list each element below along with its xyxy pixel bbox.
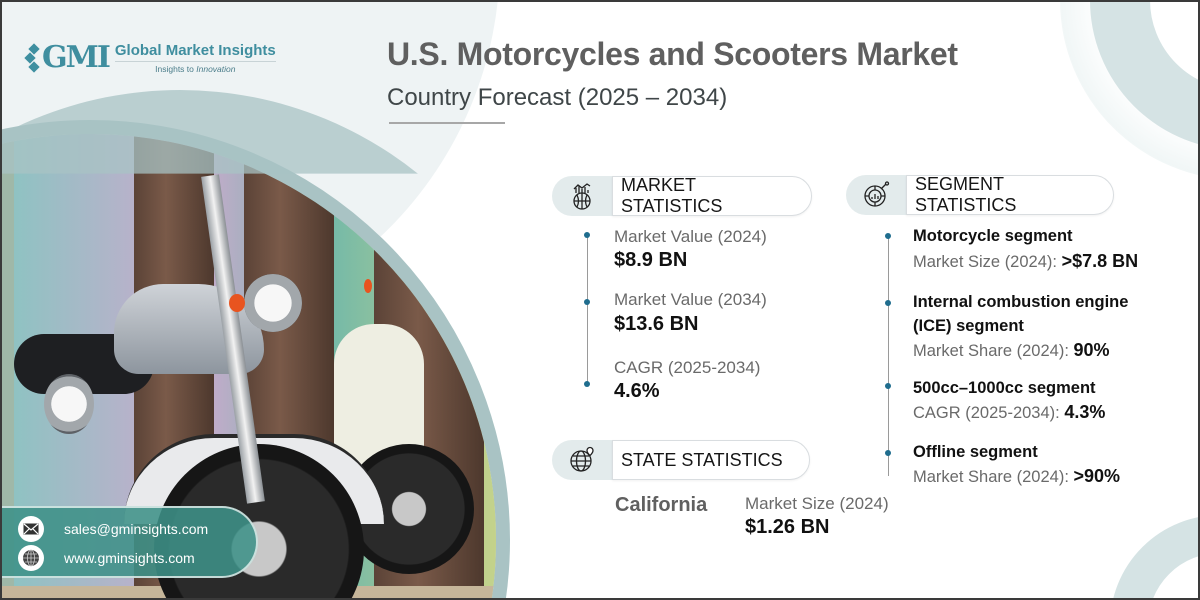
cagr-value: 4.6% [614,380,660,402]
contact-email-text[interactable]: sales@gminsights.com [64,521,209,537]
contact-website[interactable]: www.gminsights.com [18,545,195,571]
title-divider [389,122,505,124]
timeline-dot [885,300,891,306]
globe-pin-icon [552,440,612,480]
timeline-dot [584,232,590,238]
market-value-2024: $8.9 BN [614,249,688,271]
decorative-ring-bottom-right [1110,515,1200,600]
state-name: California [615,494,708,516]
segment-offline-metric: Market Share (2024): >90% [913,466,1121,486]
state-market-size-value: $1.26 BN [745,516,830,538]
market-value-2034-label: Market Value (2034) [614,290,767,309]
segment-ice-title: Internal combustion engine [913,293,1129,311]
globe-chart-icon [552,176,612,216]
segment-ice-title-line2: (ICE) segment [913,317,1024,335]
market-value-2024-label: Market Value (2024) [614,227,767,246]
state-statistics-title: STATE STATISTICS [612,440,810,480]
market-value-2034: $13.6 BN [614,313,699,335]
timeline-dot [885,450,891,456]
pie-chart-target-icon [846,175,906,215]
contact-website-text[interactable]: www.gminsights.com [64,550,195,566]
cagr-label: CAGR (2025-2034) [614,358,761,377]
page-subtitle: Country Forecast (2025 – 2034) [387,84,728,111]
contact-email[interactable]: sales@gminsights.com [18,516,208,542]
state-market-size-label: Market Size (2024) [745,494,889,513]
market-timeline [587,235,588,385]
contact-panel: sales@gminsights.com www.gminsights.com [0,506,258,578]
segment-timeline [888,236,889,476]
timeline-dot [885,233,891,239]
logo-name: Global Market Insights [114,41,276,59]
segment-500cc-metric: CAGR (2025-2034): 4.3% [913,402,1106,422]
segment-statistics-title: SEGMENT STATISTICS [906,174,1114,215]
timeline-dot [584,381,590,387]
segment-offline-title: Offline segment [913,443,1038,461]
logo-tagline: Insights to Innovation [114,60,276,74]
timeline-dot [885,383,891,389]
envelope-icon [18,516,44,542]
state-statistics-header: STATE STATISTICS [552,440,810,480]
market-statistics-header: MARKET STATISTICS [552,175,812,216]
segment-motorcycle-title: Motorcycle segment [913,227,1073,245]
segment-ice-metric: Market Share (2024): 90% [913,340,1110,360]
gmi-logo[interactable]: GMI Global Market Insights Insights to I… [24,40,276,75]
globe-icon [18,545,44,571]
segment-500cc-title: 500cc–1000cc segment [913,379,1096,397]
segment-motorcycle-metric: Market Size (2024): >$7.8 BN [913,251,1139,271]
timeline-dot [584,299,590,305]
page-title: U.S. Motorcycles and Scooters Market [387,36,958,72]
market-statistics-title: MARKET STATISTICS [612,175,812,216]
segment-statistics-header: SEGMENT STATISTICS [846,174,1114,215]
logo-diamond-icon [24,42,40,73]
logo-mark: GMI [42,40,111,75]
